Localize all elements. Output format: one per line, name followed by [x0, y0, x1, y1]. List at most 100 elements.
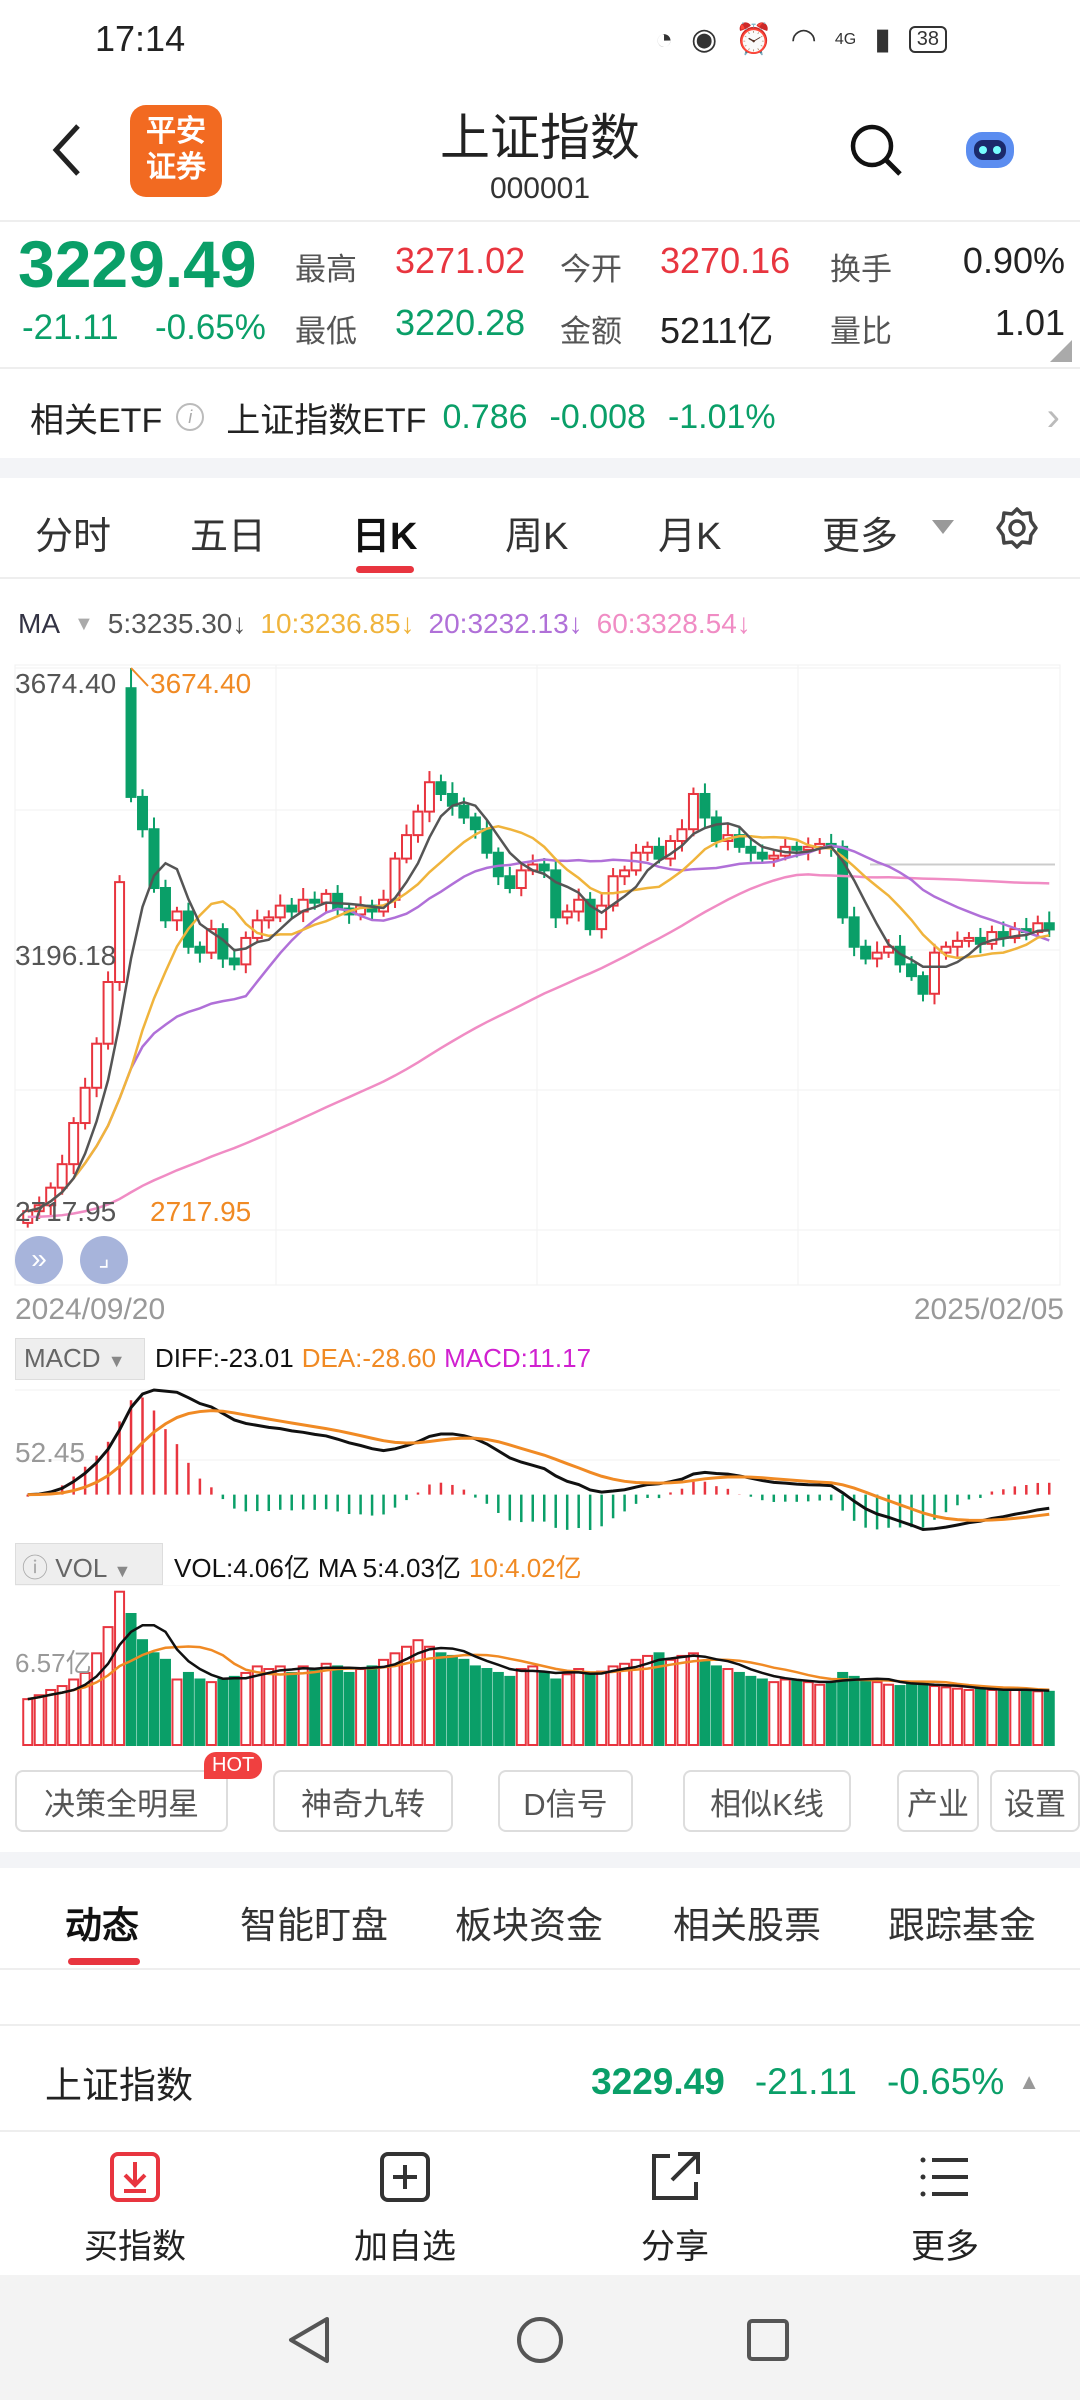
feature-button[interactable]: 决策全明星	[15, 1770, 228, 1832]
bottom-quote-bar[interactable]: 上证指数 3229.49 -21.11 -0.65% ▲	[45, 2055, 1040, 2109]
feature-button-label: 设置	[1004, 1786, 1066, 1822]
y-label-high: 3674.40	[15, 668, 117, 699]
stat-label: 最低	[295, 314, 357, 349]
expand-corner-icon[interactable]	[1050, 340, 1072, 362]
back-icon[interactable]	[48, 120, 88, 180]
volume-bar	[1032, 1690, 1044, 1746]
volume-bar	[825, 1681, 837, 1747]
stat-value: 3271.02	[395, 240, 526, 281]
feature-button[interactable]: 设置	[990, 1770, 1080, 1832]
candle	[699, 792, 711, 819]
feature-button[interactable]: D信号	[498, 1770, 633, 1832]
candle	[676, 828, 688, 842]
volume-bar	[1043, 1690, 1055, 1747]
feature-button-label: 相似K线	[710, 1786, 824, 1822]
nav-home-icon[interactable]	[515, 2315, 565, 2365]
candle	[756, 851, 768, 860]
bottom-quote-price: 3229.49	[591, 2061, 725, 2102]
content-tab[interactable]: 动态	[65, 1905, 139, 1946]
more-button[interactable]: 更多	[845, 2150, 1045, 2268]
ma5-value: 5:3235.30↓	[107, 608, 247, 639]
related-etf-row[interactable]: 相关ETF i 上证指数ETF 0.786 -0.008 -1.01% ›	[30, 392, 1060, 442]
volume-bar	[928, 1685, 940, 1747]
add-watchlist-button[interactable]: 加自选	[305, 2150, 505, 2268]
candle	[102, 981, 114, 1045]
period-tab[interactable]: 五日	[190, 516, 267, 558]
period-tab[interactable]: 更多	[822, 516, 899, 558]
candle	[79, 1086, 91, 1125]
volume-bar	[297, 1665, 309, 1746]
volume-bar	[355, 1668, 367, 1746]
low-marker-label: 2717.95	[150, 1196, 252, 1227]
candle	[159, 886, 171, 922]
feature-button[interactable]: 产业	[897, 1770, 979, 1832]
volume-bar	[779, 1678, 791, 1746]
ma10-line	[27, 825, 1050, 1213]
volume-bar	[274, 1665, 286, 1746]
nav-back-icon[interactable]	[285, 2315, 333, 2365]
period-tab[interactable]: 日K	[352, 516, 418, 558]
info-icon[interactable]: i	[176, 403, 205, 431]
volume-bar	[1009, 1687, 1021, 1746]
macd-selector[interactable]: MACD ▼	[15, 1338, 145, 1380]
macd-label: MACD	[24, 1343, 101, 1373]
expand-left-button[interactable]: »	[15, 1236, 63, 1284]
candle	[710, 816, 722, 842]
volume-bar	[997, 1690, 1009, 1746]
period-tab[interactable]: 月K	[658, 516, 722, 558]
period-tab[interactable]: 分时	[35, 516, 112, 558]
volume-bar	[710, 1665, 722, 1746]
candle	[940, 945, 952, 954]
content-tab[interactable]: 板块资金	[455, 1905, 603, 1946]
candle	[963, 936, 975, 942]
ma20-line	[27, 844, 1050, 1213]
candlestick-chart[interactable]	[0, 660, 1080, 1290]
volume-bar	[733, 1671, 745, 1746]
volume-bar	[79, 1671, 91, 1746]
ma60-line	[27, 873, 1050, 1219]
candle	[469, 816, 481, 831]
ma-selector[interactable]: MA	[18, 608, 60, 639]
volume-bar	[871, 1681, 883, 1747]
stat-value: 3270.16	[660, 240, 791, 281]
diff-line	[27, 1388, 1050, 1532]
volume-bar	[251, 1665, 263, 1746]
more-dropdown-icon[interactable]	[932, 520, 954, 534]
content-tab[interactable]: 智能盯盘	[240, 1905, 388, 1946]
expand-up-icon[interactable]: ▲	[1018, 2069, 1040, 2094]
volume-bar	[722, 1668, 734, 1746]
volume-bar	[240, 1671, 252, 1746]
volume-bar	[148, 1652, 160, 1746]
broker-logo: 平安 证券	[130, 105, 222, 197]
search-icon[interactable]	[848, 122, 904, 178]
candle	[619, 869, 631, 878]
candle	[538, 863, 550, 872]
ma-dropdown-icon[interactable]: ▼	[74, 612, 94, 635]
active-tab-underline	[356, 566, 414, 573]
candle	[791, 845, 803, 851]
candle	[125, 687, 137, 798]
feature-button[interactable]: 神奇九转	[273, 1770, 453, 1832]
content-tab[interactable]: 跟踪基金	[888, 1905, 1036, 1946]
vol-selector[interactable]: ⓘ VOL ▼	[15, 1543, 163, 1585]
content-tab[interactable]: 相关股票	[673, 1905, 821, 1946]
period-tab[interactable]: 周K	[505, 516, 569, 558]
volume-bar	[205, 1681, 217, 1747]
candle	[458, 804, 470, 819]
wifi-icon: ◠	[790, 23, 817, 56]
fullscreen-button[interactable]: ⌟	[80, 1236, 128, 1284]
chart-settings-icon[interactable]	[995, 506, 1039, 550]
volume-bar	[492, 1671, 504, 1746]
robot-assistant-icon[interactable]	[962, 126, 1018, 174]
feature-button[interactable]: 相似K线	[683, 1770, 851, 1832]
volume-bar	[320, 1662, 332, 1746]
share-button[interactable]: 分享	[575, 2150, 775, 2268]
nav-recents-icon[interactable]	[745, 2317, 791, 2363]
eye-icon: ◉	[691, 23, 718, 56]
buy-index-button[interactable]: 买指数	[35, 2150, 235, 2268]
volume-bar	[217, 1678, 229, 1746]
candle	[802, 845, 814, 851]
volume-bar	[366, 1665, 378, 1746]
buy-index-label: 买指数	[84, 2228, 186, 2266]
feature-button-label: 产业	[907, 1786, 969, 1822]
